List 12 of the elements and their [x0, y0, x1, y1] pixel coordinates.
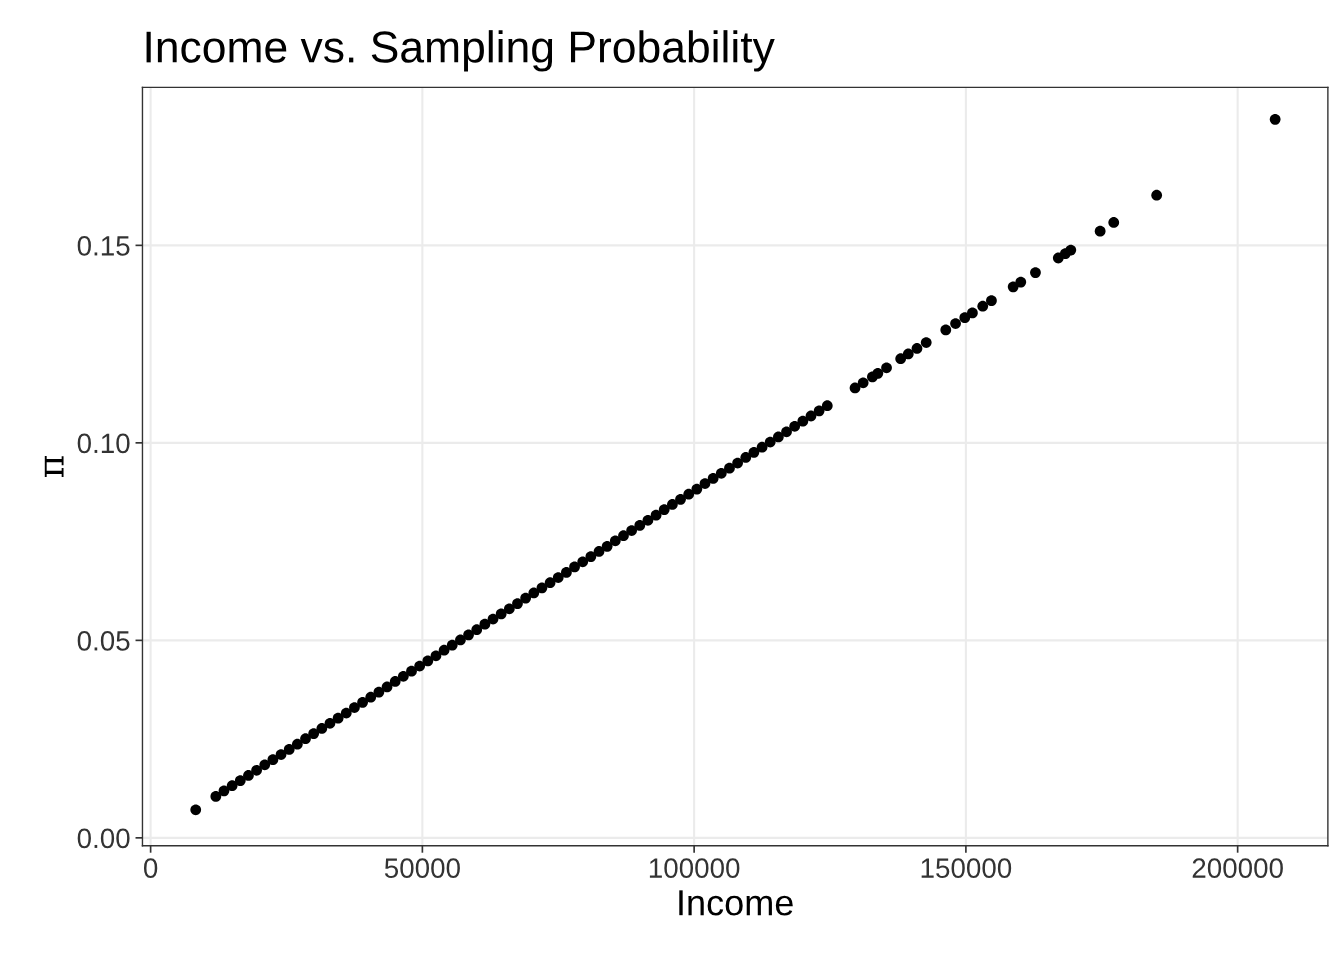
chart-title: Income vs. Sampling Probability — [146, 30, 775, 72]
y-tick-label: 0.00 — [77, 828, 130, 849]
x-tick-label: 0 — [143, 858, 158, 878]
y-tick-label: 0.05 — [77, 631, 130, 651]
y-axis-title: π — [44, 456, 64, 478]
x-tick-label: 150000 — [921, 858, 1012, 878]
x-tick-label: 50000 — [384, 858, 460, 878]
x-tick-label: 200000 — [1192, 858, 1283, 878]
y-tick-label: 0.10 — [77, 433, 130, 454]
y-tick-label: 0.15 — [77, 236, 130, 256]
x-tick-label: 100000 — [649, 858, 740, 878]
x-axis-title: Income — [679, 890, 793, 916]
